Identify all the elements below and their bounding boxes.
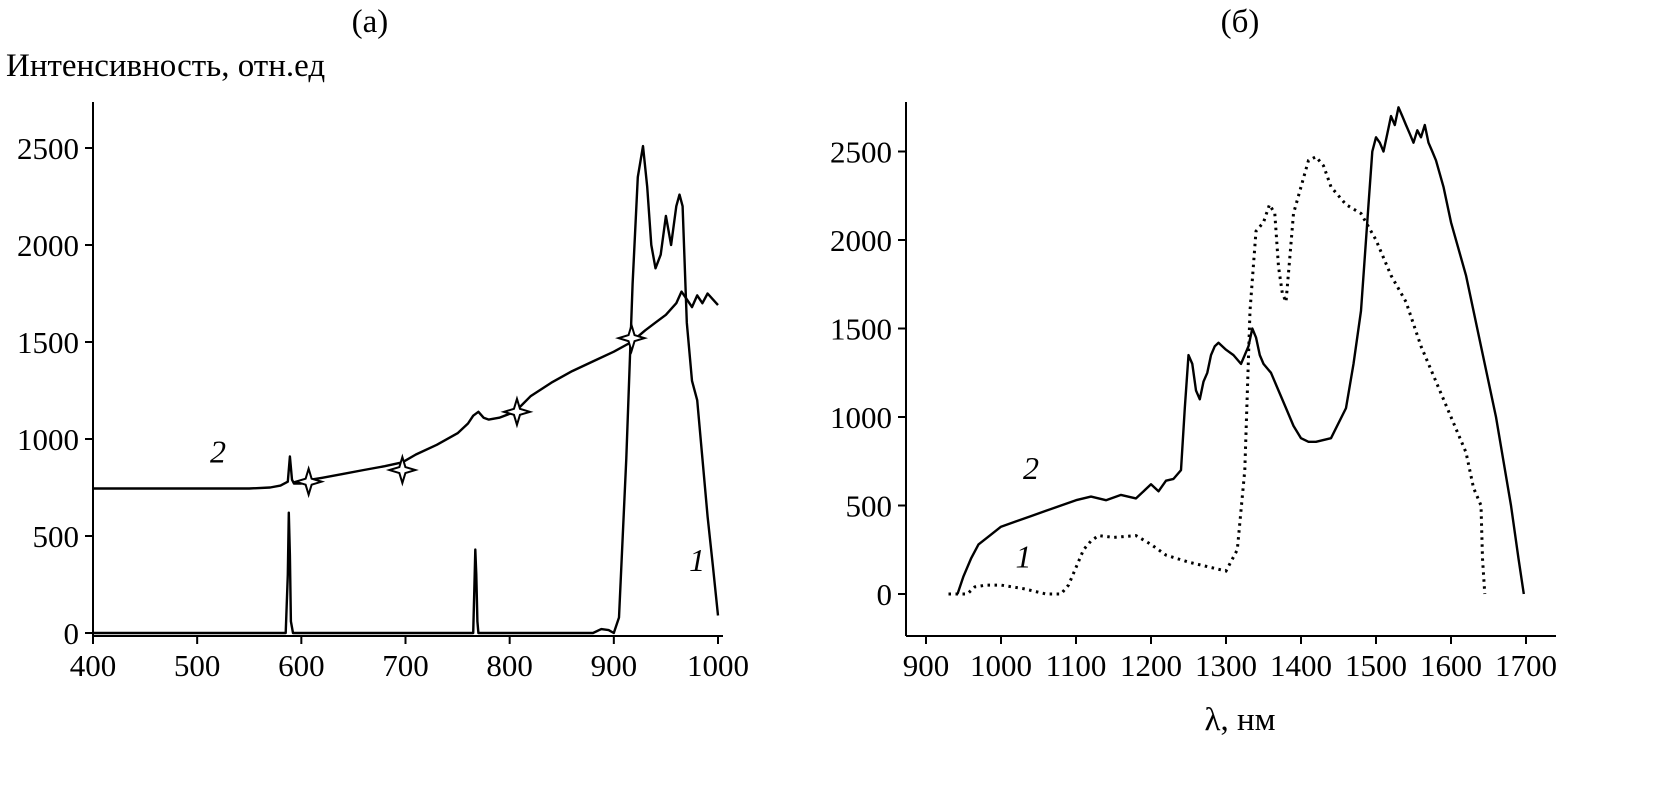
x-tick-label: 600 <box>278 648 325 683</box>
star-marker <box>504 399 530 425</box>
star-marker <box>296 469 322 495</box>
x-tick-label: 900 <box>591 648 638 683</box>
curve-label-1: 1 <box>689 542 705 578</box>
curve-label-2: 2 <box>1023 450 1039 486</box>
panel-b-y-ticks: 0 500 1000 1500 2000 2500 <box>830 135 906 613</box>
panel-a-y-axis-title: Интенсивность, отн.ед <box>6 48 325 84</box>
y-tick-label: 1000 <box>830 400 892 435</box>
chart-panel-b: (б) 900 1000 1100 1200 1300 1400 1500 1600 1700 … <box>830 4 1557 738</box>
x-tick-label: 800 <box>486 648 533 683</box>
y-tick-label: 0 <box>64 616 80 651</box>
x-tick-label: 1300 <box>1195 648 1257 683</box>
panel-a-y-ticks: 0 500 1000 1500 2000 2500 <box>17 131 93 651</box>
star-marker <box>389 457 415 483</box>
x-tick-label: 1000 <box>687 648 749 683</box>
panel-b-x-ticks: 900 1000 1100 1200 1300 1400 1500 1600 1700 <box>903 636 1557 683</box>
x-tick-label: 500 <box>174 648 221 683</box>
panel-b-x-axis-title: λ, нм <box>1204 702 1275 738</box>
x-tick-label: 1600 <box>1420 648 1482 683</box>
panel-a-series: 12 <box>93 146 718 633</box>
y-tick-label: 2500 <box>830 135 892 170</box>
x-tick-label: 400 <box>70 648 117 683</box>
series-line-2 <box>958 107 1524 594</box>
y-tick-label: 1000 <box>17 422 79 457</box>
x-tick-label: 1500 <box>1345 648 1407 683</box>
curve-label-1: 1 <box>1016 538 1032 574</box>
series-line-1 <box>93 146 718 633</box>
x-tick-label: 700 <box>382 648 429 683</box>
panel-a-x-ticks: 400 500 600 700 800 900 1000 <box>70 636 749 683</box>
y-tick-label: 1500 <box>17 325 79 360</box>
y-tick-label: 500 <box>846 489 893 524</box>
y-tick-label: 500 <box>33 519 80 554</box>
chart-panel-a: (а) Интенсивность, отн.ед 400 500 600 700 80… <box>6 4 749 683</box>
y-tick-label: 1500 <box>830 312 892 347</box>
x-tick-label: 1100 <box>1046 648 1107 683</box>
y-tick-label: 2500 <box>17 131 79 166</box>
panel-b-series: 12 <box>949 107 1524 594</box>
curve-label-2: 2 <box>210 433 226 469</box>
series-line-2 <box>93 292 718 489</box>
y-tick-label: 0 <box>877 577 893 612</box>
y-tick-label: 2000 <box>830 223 892 258</box>
x-tick-label: 1700 <box>1495 648 1557 683</box>
x-tick-label: 900 <box>903 648 950 683</box>
x-tick-label: 1200 <box>1120 648 1182 683</box>
x-tick-label: 1000 <box>970 648 1032 683</box>
series-line-1 <box>949 157 1485 594</box>
y-tick-label: 2000 <box>17 228 79 263</box>
panel-b-label: (б) <box>1221 4 1260 40</box>
panel-a-label: (а) <box>352 4 389 40</box>
x-tick-label: 1400 <box>1270 648 1332 683</box>
